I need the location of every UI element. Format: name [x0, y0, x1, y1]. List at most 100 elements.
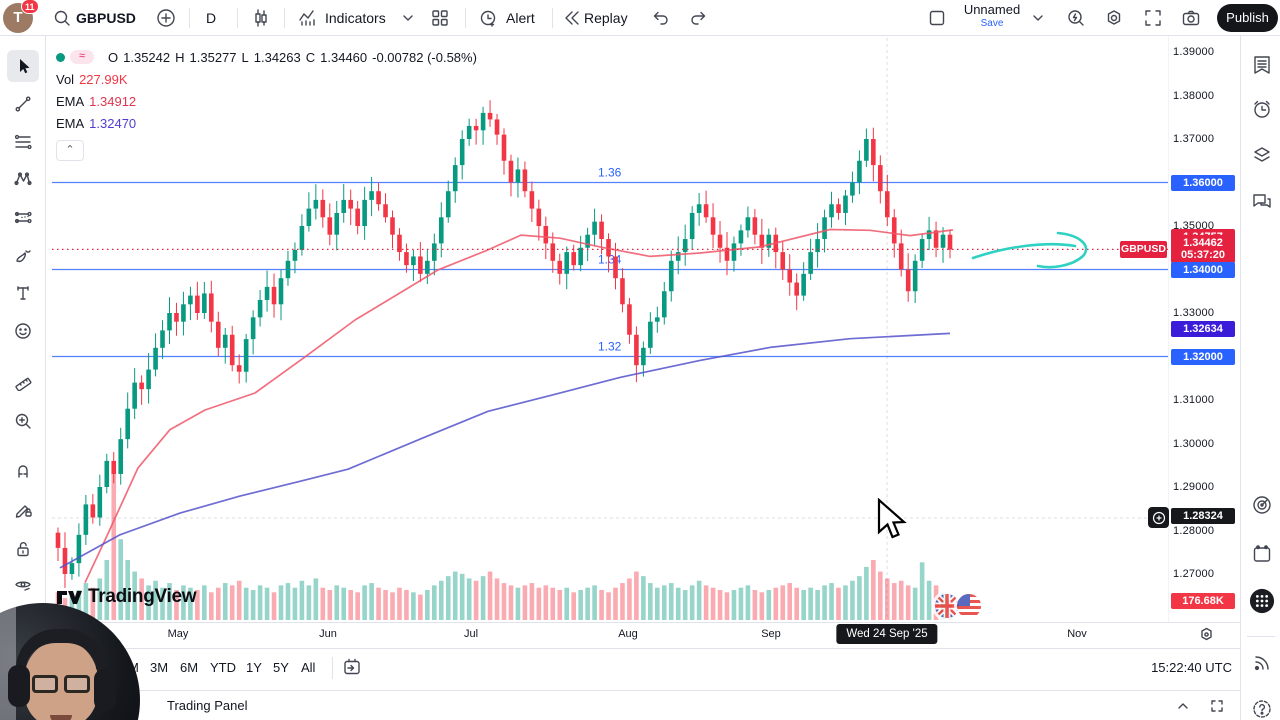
tradingview-logo-icon: [57, 591, 82, 604]
range-all[interactable]: All: [301, 660, 316, 675]
ema-fast-key: EMA: [56, 93, 85, 109]
top-toolbar: T 11 GBPUSD D Indicators Alert: [0, 0, 1280, 36]
range-1y[interactable]: 1Y: [246, 660, 262, 675]
text-tool[interactable]: [7, 277, 39, 309]
brush-tool[interactable]: [7, 240, 39, 272]
compare-add-icon[interactable]: [156, 8, 176, 28]
mouse-cursor: [877, 498, 907, 539]
watchlist-icon[interactable]: [1249, 52, 1275, 78]
magnet-tool[interactable]: [7, 455, 39, 487]
fullscreen-icon[interactable]: [1143, 8, 1163, 28]
toolbar-separator: [332, 657, 333, 679]
search-icon[interactable]: [52, 8, 72, 28]
help-icon[interactable]: [1249, 696, 1275, 720]
save-link[interactable]: Save: [980, 18, 1004, 29]
tradingview-watermark[interactable]: TradingView: [56, 586, 197, 608]
ohlc-change: -0.00782 (-0.58%): [372, 49, 477, 65]
alert-button[interactable]: Alert: [506, 10, 535, 26]
hide-drawings-tool[interactable]: [7, 569, 39, 601]
settings-icon[interactable]: [1104, 8, 1124, 28]
price-tick: 1.27000: [1173, 568, 1215, 580]
headphones-earcup: [8, 665, 30, 707]
pattern-xabcd-tool[interactable]: [7, 163, 39, 195]
fib-retracement-tool[interactable]: [7, 126, 39, 158]
gbp-flag-icon: [932, 591, 962, 621]
time-axis-month[interactable]: May: [167, 628, 189, 640]
price-scale[interactable]: 1.390001.380001.370001.360001.350001.340…: [1168, 36, 1240, 622]
go-to-date-icon[interactable]: [342, 657, 362, 677]
measure-ruler-tool[interactable]: [7, 366, 39, 398]
time-axis-month[interactable]: Nov: [1067, 628, 1087, 640]
publish-button[interactable]: Publish: [1217, 4, 1278, 32]
time-axis-month[interactable]: Jun: [319, 628, 337, 640]
ohlc-high-value: 1.35277: [189, 49, 237, 65]
broadcast-icon[interactable]: [1249, 650, 1275, 676]
volume-row[interactable]: Vol 227.99K: [56, 68, 477, 90]
price-tick: 1.28000: [1173, 524, 1215, 537]
panel-maximize-icon[interactable]: [1210, 699, 1224, 713]
range-ytd[interactable]: YTD: [210, 660, 236, 675]
replay-button[interactable]: Replay: [584, 10, 628, 26]
quick-search-icon[interactable]: [1066, 8, 1086, 28]
object-tree-icon[interactable]: [1249, 142, 1275, 168]
drawing-mode-tool[interactable]: [7, 494, 39, 526]
cursor-tool[interactable]: [7, 50, 39, 82]
symbol-search-button[interactable]: GBPUSD: [76, 10, 136, 26]
screener-radar-icon[interactable]: [1249, 492, 1275, 518]
legend-collapse-button[interactable]: ⌃: [56, 140, 84, 161]
replay-icon[interactable]: [562, 8, 582, 28]
chat-icon[interactable]: [1249, 188, 1275, 214]
chart-legend: ≈ O 1.35242 H 1.35277 L 1.34263 C 1.34460 -0…: [56, 46, 477, 161]
indicators-button[interactable]: Indicators: [325, 10, 386, 26]
layout-name-menu[interactable]: Unnamed Save: [952, 2, 1032, 34]
price-tick: 1.37000: [1173, 133, 1215, 145]
volume-bars: [55, 470, 953, 620]
undo-icon[interactable]: [650, 8, 670, 28]
range-5y[interactable]: 5Y: [273, 660, 289, 675]
interval-button[interactable]: D: [206, 10, 217, 26]
toolbar-separator: [552, 8, 553, 28]
trend-line-tool[interactable]: [7, 88, 39, 120]
layout-name[interactable]: Unnamed: [963, 2, 1021, 17]
zoom-in-tool[interactable]: [7, 405, 39, 437]
flag-icon[interactable]: ≈: [70, 50, 94, 64]
range-6m[interactable]: 6M: [180, 660, 199, 675]
projection-tool[interactable]: [7, 202, 39, 234]
ema-fast-value: 1.34912: [89, 93, 137, 109]
apps-grid-icon[interactable]: [1249, 588, 1275, 614]
price-tick: 1.33000: [1173, 307, 1215, 319]
layout-grid-icon[interactable]: [430, 8, 450, 28]
emoji-tool[interactable]: [7, 315, 39, 347]
time-axis-month[interactable]: Sep: [761, 628, 781, 640]
snapshot-camera-icon[interactable]: [1181, 8, 1201, 28]
ohlc-close-value: 1.34460: [320, 49, 368, 65]
time-axis-month[interactable]: Aug: [618, 628, 638, 640]
redo-icon[interactable]: [689, 8, 709, 28]
ema-slow-row[interactable]: EMA 1.32470: [56, 112, 477, 134]
toolbar-separator: [465, 8, 466, 28]
time-axis[interactable]: Wed 24 Sep '25 May Jun Jul Aug Sep Nov: [46, 622, 1240, 648]
tab-trading-panel[interactable]: Trading Panel: [167, 698, 248, 713]
lock-drawings-tool[interactable]: [7, 533, 39, 565]
drawn-arrow-annotation[interactable]: [971, 231, 1088, 269]
alerts-panel-icon[interactable]: [1249, 96, 1275, 122]
utc-clock[interactable]: 15:22:40 UTC: [1151, 660, 1232, 675]
alert-clock-icon[interactable]: [478, 8, 498, 28]
axis-settings-gear-icon[interactable]: [1198, 626, 1215, 643]
indicators-icon[interactable]: [298, 8, 318, 28]
layout-save-icon[interactable]: [928, 9, 946, 27]
time-axis-month[interactable]: Jul: [463, 628, 479, 640]
chart-style-icon[interactable]: [251, 8, 271, 28]
symbol-status-row[interactable]: ≈ O 1.35242 H 1.35277 L 1.34263 C 1.34460 -0…: [56, 46, 477, 68]
price-tick: 1.31000: [1173, 394, 1215, 406]
market-open-dot: [56, 52, 65, 62]
chevron-down-icon[interactable]: [402, 12, 414, 24]
add-alert-plus-icon[interactable]: [1148, 507, 1169, 528]
panel-expand-chevron-icon[interactable]: [1176, 699, 1190, 713]
chevron-down-icon[interactable]: [1032, 12, 1044, 24]
calendar-icon[interactable]: [1249, 541, 1275, 567]
price-label: 1.34462 05:37:20: [1171, 235, 1235, 264]
ema-fast-row[interactable]: EMA 1.34912: [56, 90, 477, 112]
range-3m[interactable]: 3M: [150, 660, 169, 675]
